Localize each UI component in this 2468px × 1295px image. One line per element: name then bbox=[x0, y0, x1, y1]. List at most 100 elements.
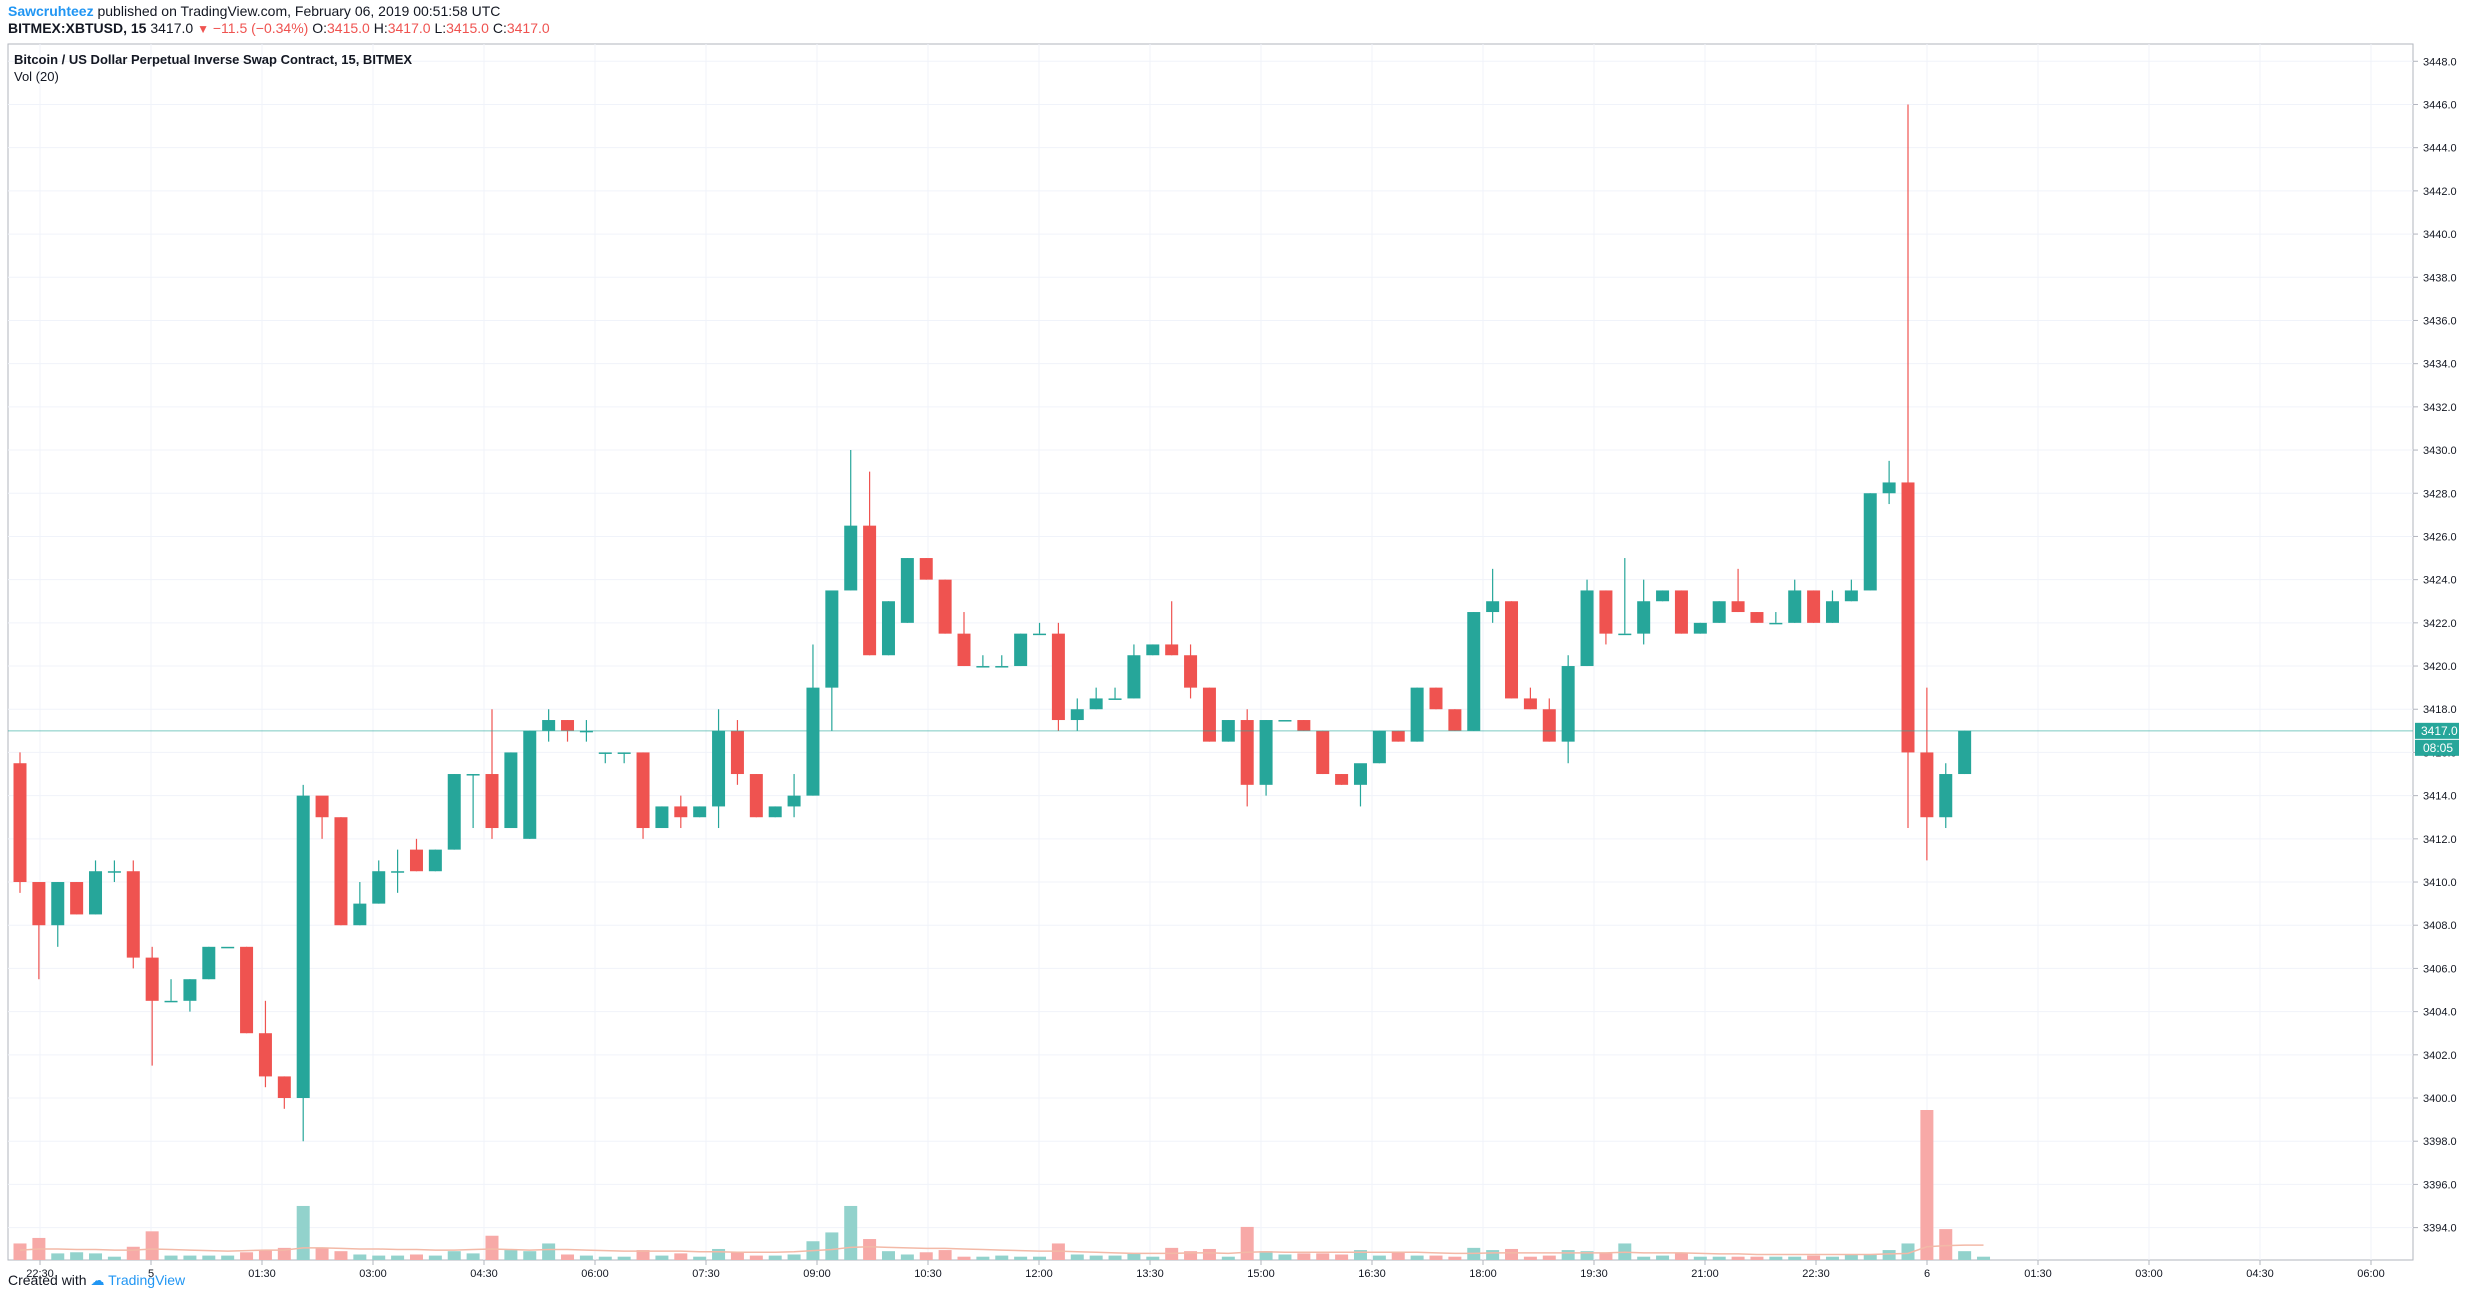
candle[interactable] bbox=[995, 655, 1009, 668]
candle[interactable] bbox=[1486, 568, 1500, 623]
candle[interactable] bbox=[598, 752, 612, 764]
candle[interactable] bbox=[391, 849, 405, 893]
candle[interactable] bbox=[1051, 622, 1065, 731]
candle[interactable] bbox=[1882, 460, 1896, 505]
candle[interactable] bbox=[693, 806, 707, 818]
candle[interactable] bbox=[183, 979, 197, 1012]
candle[interactable] bbox=[1184, 644, 1198, 699]
candle[interactable] bbox=[976, 655, 990, 668]
candle[interactable] bbox=[1618, 558, 1632, 636]
candle[interactable] bbox=[881, 601, 895, 656]
candle[interactable] bbox=[1165, 601, 1179, 656]
candle[interactable] bbox=[164, 979, 178, 1003]
candle[interactable] bbox=[1467, 612, 1481, 731]
candle[interactable] bbox=[957, 612, 971, 667]
candle[interactable] bbox=[372, 860, 386, 904]
candle[interactable] bbox=[428, 849, 442, 872]
candle[interactable] bbox=[1108, 687, 1122, 700]
symbol-name[interactable]: BITMEX:XBTUSD, 15 bbox=[8, 20, 147, 36]
candle[interactable] bbox=[1637, 579, 1651, 645]
candle[interactable] bbox=[636, 752, 650, 839]
candle[interactable] bbox=[1693, 622, 1707, 634]
author-link[interactable]: Sawcruhteez bbox=[8, 3, 94, 19]
candle[interactable] bbox=[1410, 687, 1424, 742]
candle[interactable] bbox=[900, 558, 914, 623]
candle[interactable] bbox=[1580, 579, 1594, 667]
candle[interactable] bbox=[1561, 655, 1575, 764]
candle[interactable] bbox=[485, 709, 499, 839]
price-axis[interactable]: 3394.0 3396.0 3398.0 3400.0 3402.0 3404.0 3406… bbox=[2413, 56, 2457, 1235]
candle[interactable] bbox=[145, 946, 159, 1066]
candle[interactable] bbox=[1599, 590, 1613, 645]
candle[interactable] bbox=[1297, 720, 1311, 731]
candle[interactable] bbox=[1674, 590, 1688, 634]
candle[interactable] bbox=[51, 882, 65, 947]
tradingview-link[interactable]: TradingView bbox=[108, 1272, 186, 1288]
candle[interactable] bbox=[1146, 644, 1160, 656]
candle[interactable] bbox=[749, 774, 763, 818]
candle[interactable] bbox=[1542, 698, 1556, 742]
candle[interactable] bbox=[1429, 687, 1443, 710]
candle[interactable] bbox=[296, 784, 310, 1142]
candle[interactable] bbox=[1807, 590, 1821, 623]
candle[interactable] bbox=[447, 774, 461, 850]
candle[interactable] bbox=[221, 946, 235, 949]
candle[interactable] bbox=[523, 730, 537, 839]
candle[interactable] bbox=[1353, 763, 1367, 807]
candle[interactable] bbox=[617, 752, 631, 764]
time-axis[interactable]: 22:30 5 01:30 03:00 04:30 06:00 07:30 09:00 10:3… bbox=[26, 1260, 2385, 1280]
candle[interactable] bbox=[844, 450, 858, 591]
candle[interactable] bbox=[277, 1076, 291, 1109]
candle[interactable] bbox=[1505, 601, 1519, 699]
candle[interactable] bbox=[1844, 579, 1858, 602]
candle[interactable] bbox=[1656, 590, 1670, 602]
candle[interactable] bbox=[1335, 774, 1349, 785]
candles[interactable] bbox=[13, 104, 1972, 1142]
candle[interactable] bbox=[1769, 612, 1783, 625]
candle[interactable] bbox=[70, 882, 84, 915]
candle[interactable] bbox=[1939, 763, 1953, 829]
candle[interactable] bbox=[863, 471, 877, 656]
candle[interactable] bbox=[730, 720, 744, 785]
candle[interactable] bbox=[1825, 590, 1839, 623]
candle[interactable] bbox=[1731, 568, 1745, 613]
candle[interactable] bbox=[1901, 104, 1915, 829]
candle[interactable] bbox=[1127, 644, 1141, 699]
candle[interactable] bbox=[1391, 730, 1405, 742]
candle[interactable] bbox=[13, 752, 27, 893]
candle[interactable] bbox=[1712, 601, 1726, 623]
candle[interactable] bbox=[1014, 633, 1028, 667]
candle[interactable] bbox=[1750, 612, 1764, 623]
candle[interactable] bbox=[1316, 730, 1330, 775]
candle[interactable] bbox=[107, 860, 121, 883]
candle[interactable] bbox=[258, 1000, 272, 1088]
candle[interactable] bbox=[1523, 687, 1537, 710]
candle[interactable] bbox=[825, 590, 839, 731]
candle[interactable] bbox=[655, 806, 669, 829]
candle[interactable] bbox=[126, 860, 140, 969]
candle[interactable] bbox=[466, 774, 480, 829]
candle[interactable] bbox=[1089, 687, 1103, 710]
candle[interactable] bbox=[1202, 687, 1216, 742]
candle[interactable] bbox=[1240, 709, 1254, 807]
candle[interactable] bbox=[1033, 622, 1047, 636]
candle[interactable] bbox=[712, 709, 726, 829]
candle[interactable] bbox=[32, 882, 46, 980]
candle[interactable] bbox=[240, 946, 254, 1034]
candle[interactable] bbox=[334, 817, 348, 926]
candle[interactable] bbox=[1259, 720, 1273, 796]
candle[interactable] bbox=[353, 882, 367, 926]
candle[interactable] bbox=[768, 806, 782, 818]
candle[interactable] bbox=[806, 644, 820, 796]
candle[interactable] bbox=[674, 795, 688, 829]
candle[interactable] bbox=[89, 860, 103, 915]
candle[interactable] bbox=[1448, 709, 1462, 731]
candle[interactable] bbox=[1863, 493, 1877, 591]
candle[interactable] bbox=[1788, 579, 1802, 623]
candle[interactable] bbox=[1070, 698, 1084, 731]
candle[interactable] bbox=[787, 774, 801, 818]
candle[interactable] bbox=[409, 838, 423, 872]
candle[interactable] bbox=[1278, 720, 1292, 722]
candle[interactable] bbox=[202, 946, 216, 980]
